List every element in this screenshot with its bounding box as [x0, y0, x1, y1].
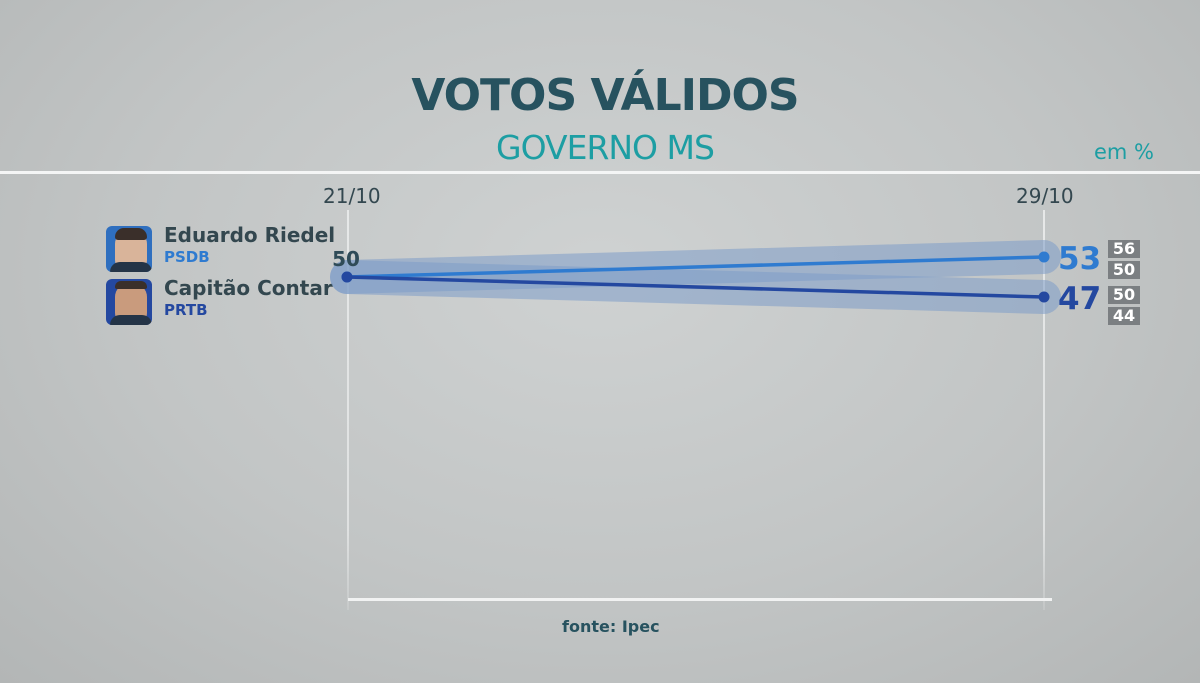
candidate-photo-riedel [106, 226, 152, 272]
margin-range-contar: 50 44 [1108, 286, 1142, 328]
source-label: fonte: Ipec [562, 617, 660, 636]
candidate-party: PRTB [164, 301, 208, 319]
candidate-name: Eduardo Riedel [164, 223, 336, 247]
candidate-photo-contar [106, 279, 152, 325]
x-gridline-end [1043, 210, 1045, 610]
candidate-name: Capitão Contar [164, 276, 333, 300]
x-tick-label: 29/10 [1016, 184, 1074, 208]
unit-label: em % [1093, 140, 1154, 164]
x-gridline-start [347, 210, 349, 610]
data-label-end: 47 [1058, 281, 1101, 317]
margin-lower-label: 44 [1108, 307, 1140, 325]
footer-divider [348, 598, 1052, 601]
data-point [1038, 291, 1050, 303]
header-divider [0, 171, 1200, 174]
data-label-start: 50 [332, 247, 360, 271]
x-tick-label: 21/10 [323, 184, 381, 208]
series-line [346, 255, 1045, 279]
data-label-end: 53 [1058, 241, 1101, 277]
margin-lower-label: 50 [1108, 261, 1140, 279]
chart-title: VOTOS VÁLIDOS [411, 70, 799, 121]
margin-range-riedel: 56 50 [1108, 240, 1142, 282]
data-point [1038, 251, 1050, 263]
chart-subtitle: GOVERNO MS [496, 128, 715, 167]
margin-upper-label: 50 [1108, 286, 1140, 304]
candidate-party: PSDB [164, 248, 210, 266]
margin-upper-label: 56 [1108, 240, 1140, 258]
series-line [346, 275, 1045, 299]
data-point [341, 271, 353, 283]
